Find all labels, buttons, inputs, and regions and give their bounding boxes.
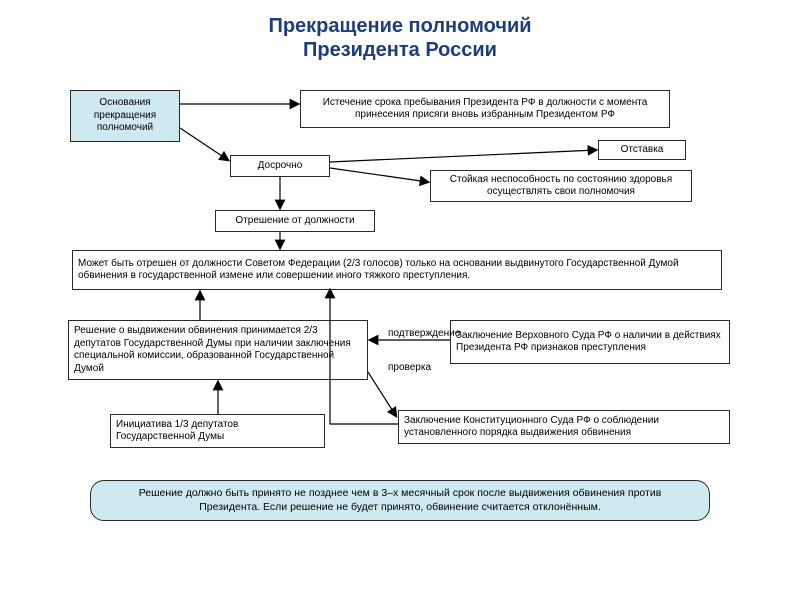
label-confirmation: подтверждение bbox=[388, 328, 460, 339]
label-check: проверка bbox=[388, 362, 431, 373]
title-line-1: Прекращение полномочий bbox=[268, 15, 531, 37]
node-grounds: Основания прекращения полномочий bbox=[70, 90, 180, 142]
node-supreme-court: Заключение Верховного Суда РФ о наличии … bbox=[450, 320, 730, 364]
node-removal: Отрешение от должности bbox=[215, 210, 375, 232]
node-early: Досрочно bbox=[230, 155, 330, 177]
node-decision: Решение о выдвижении обвинения принимает… bbox=[68, 320, 368, 380]
node-resignation: Отставка bbox=[598, 140, 686, 160]
node-term-expiry: Истечение срока пребывания Президента РФ… bbox=[300, 90, 670, 128]
node-footer: Решение должно быть принято не позднее ч… bbox=[90, 480, 710, 521]
node-initiative: Инициатива 1/3 депутатов Государственной… bbox=[110, 414, 325, 448]
page-title: Прекращение полномочий Президента России bbox=[0, 0, 800, 62]
node-can-be-removed: Может быть отрешен от должности Советом … bbox=[72, 250, 722, 290]
title-line-2: Президента России bbox=[303, 39, 497, 61]
node-constitutional-court: Заключение Конституционного Суда РФ о со… bbox=[398, 410, 730, 444]
node-health: Стойкая неспособность по состоянию здоро… bbox=[430, 170, 692, 202]
